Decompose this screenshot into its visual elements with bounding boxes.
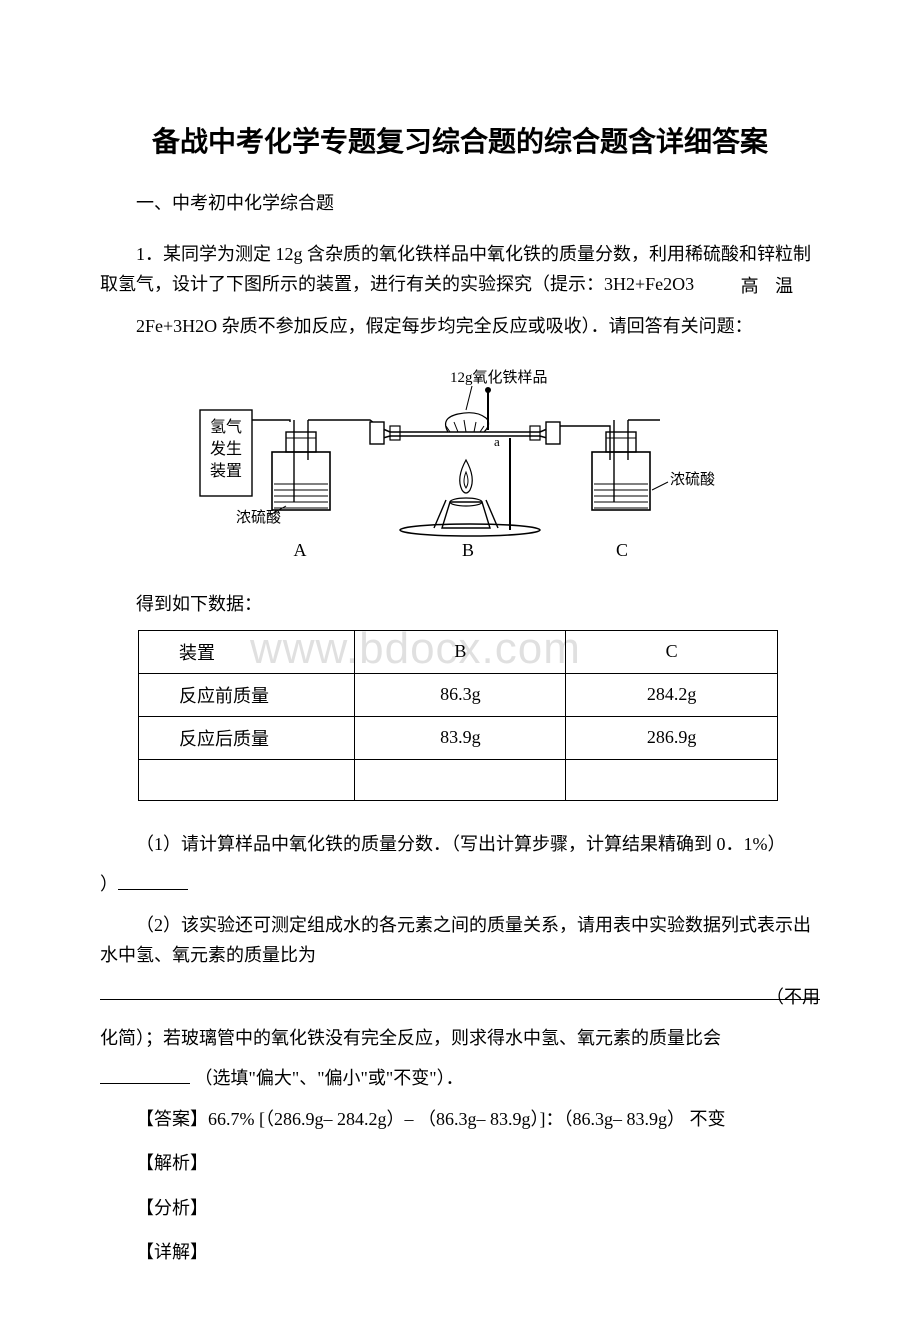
cell-r2c1 (355, 759, 566, 800)
subq2-a: （2）该实验还可测定组成水的各元素之间的质量关系，请用表中实验数据列式表示出水中… (100, 910, 820, 971)
apparatus-diagram: 氢气 发生 装置 (100, 360, 820, 575)
cell-r1c0: 反应后质量 (139, 716, 355, 759)
subq1: （1）请计算样品中氧化铁的质量分数．（写出计算步骤，计算结果精确到 0．1%） (100, 829, 820, 860)
subq2-d-text: （选填"偏大"、"偏小"或"不变"）． (195, 1068, 464, 1088)
table-row: 装置 B C (139, 630, 778, 673)
subq2-c-text: 化简）；若玻璃管中的氧化铁没有完全反应，则求得水中氢、氧元素的质量比会 (100, 1028, 721, 1048)
subq2-d: （选填"偏大"、"偏小"或"不变"）． (100, 1063, 820, 1094)
blank-2 (100, 1083, 190, 1084)
cell-r0c1: 86.3g (355, 673, 566, 716)
cell-r1c1: 83.9g (355, 716, 566, 759)
cell-r1c2: 286.9g (566, 716, 778, 759)
data-table-area: www.bdocx.com 装置 B C 反应前质量 86.3g 284.2g … (100, 630, 820, 801)
subq1-text: （1）请计算样品中氧化铁的质量分数．（写出计算步骤，计算结果精确到 0．1%） (136, 834, 786, 854)
answer-block: 【答案】66.7% [（286.9g– 284.2g）– （86.3g– 83.… (100, 1104, 820, 1268)
section-heading: 一、中考初中化学综合题 (100, 188, 820, 219)
high-temp-symbol: 高 温 (705, 271, 800, 302)
bottle-c (592, 420, 660, 510)
gen-line-1: 氢气 (210, 418, 242, 436)
table-row: 反应前质量 86.3g 284.2g (139, 673, 778, 716)
liquid-a-label: 浓硫酸 (236, 509, 281, 526)
bottle-a (272, 420, 330, 510)
blank-1 (118, 889, 188, 890)
cell-h1: B (355, 630, 566, 673)
label-b: B (462, 540, 474, 560)
high-temp-text: 高 温 (741, 276, 800, 296)
cell-h2: C (566, 630, 778, 673)
question-para-1: 1．某同学为测定 12g 含杂质的氧化铁样品中氧化铁的质量分数，利用稀硫酸和锌粒… (100, 239, 820, 302)
tube-3 (560, 426, 610, 460)
subq2-c: 化简）；若玻璃管中的氧化铁没有完全反应，则求得水中氢、氧元素的质量比会 (100, 1023, 820, 1054)
gen-line-2: 发生 (210, 440, 242, 458)
jiexi-line: 【解析】 (100, 1148, 820, 1179)
cell-r0c0: 反应前质量 (139, 673, 355, 716)
table-row (139, 759, 778, 800)
cell-h0: 装置 (139, 630, 355, 673)
furnace-b: 12g氧化铁样品 a (370, 369, 560, 536)
tube-2 (308, 420, 378, 426)
xiangjie-line: 【详解】 (100, 1237, 820, 1268)
question-para-2: 2Fe+3H2O 杂质不参加反应，假定每步均完全反应或吸收）．请回答有关问题： (100, 311, 820, 342)
label-a: A (294, 540, 307, 560)
got-data-text: 得到如下数据： (100, 589, 820, 620)
cell-r0c2: 284.2g (566, 673, 778, 716)
diagram-svg: 氢气 发生 装置 (190, 360, 730, 570)
data-table: 装置 B C 反应前质量 86.3g 284.2g 反应后质量 83.9g 28… (138, 630, 778, 801)
answer-line: 【答案】66.7% [（286.9g– 284.2g）– （86.3g– 83.… (100, 1104, 820, 1135)
label-c: C (616, 540, 628, 560)
page-title: 备战中考化学专题复习综合题的综合题含详细答案 (100, 120, 820, 160)
liquid-c-label: 浓硫酸 (670, 471, 715, 488)
cell-r2c2 (566, 759, 778, 800)
small-a: a (494, 434, 500, 449)
subq1-blank-line: ） (100, 869, 820, 900)
gen-line-3: 装置 (210, 462, 242, 480)
fenxi-line: 【分析】 (100, 1193, 820, 1224)
sample-label: 12g氧化铁样品 (450, 369, 548, 386)
table-row: 反应后质量 83.9g 286.9g (139, 716, 778, 759)
tube-1 (252, 420, 290, 422)
cell-r2c0 (139, 759, 355, 800)
subq2-tail: （不用 (100, 982, 820, 1013)
